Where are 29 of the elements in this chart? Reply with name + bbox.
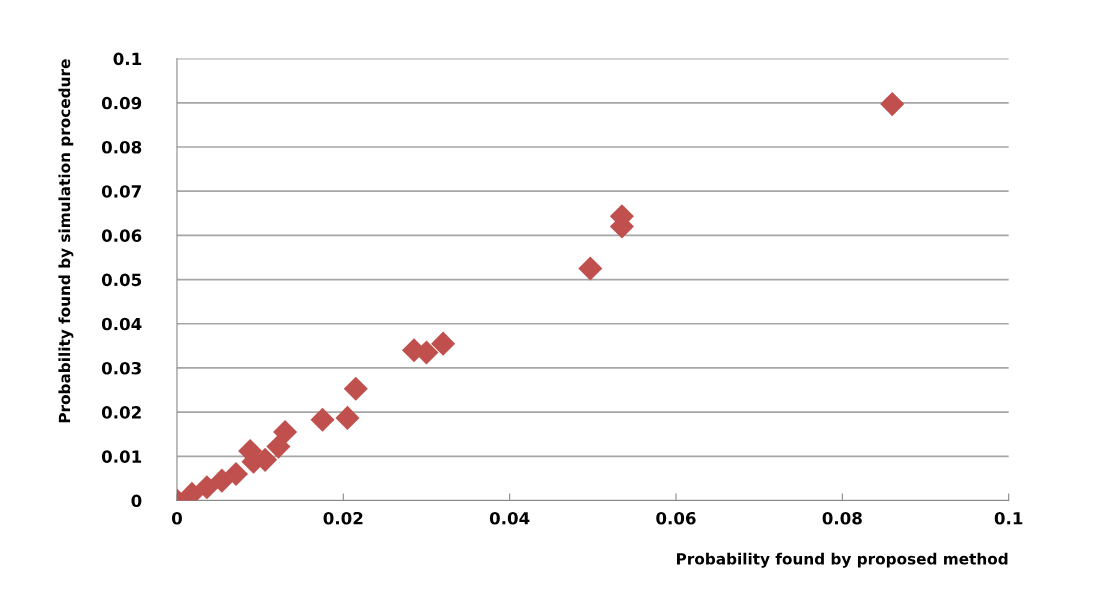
x-tick-label: 0 (171, 511, 182, 525)
point (578, 256, 603, 281)
x-axis-title: Probability found by proposed method (677, 552, 1008, 568)
y-axis-title: Probability found by simulation procedure (58, 59, 74, 423)
x-tick-label: 0.1 (994, 511, 1023, 525)
y-tick-label: 0.02 (101, 406, 141, 419)
point (223, 461, 249, 487)
point (194, 475, 219, 500)
y-tick-label: 0 (131, 494, 142, 508)
y-tick-label: 0.04 (101, 317, 142, 331)
y-tick-label: 0.08 (101, 140, 142, 154)
y-tick-label: 0.09 (101, 96, 142, 110)
x-tick-label: 0.02 (323, 511, 363, 525)
y-tick-label: 0.03 (101, 361, 141, 375)
point (310, 407, 335, 432)
x-tick-label: 0.04 (489, 511, 530, 525)
point (273, 420, 298, 445)
x-tick-label: 0.06 (656, 511, 696, 525)
y-tick-label: 0.07 (101, 185, 141, 198)
y-tick-label: 0.06 (101, 229, 142, 242)
point (335, 405, 360, 430)
y-tick-label: 0.01 (101, 450, 142, 463)
x-tick-label: 0.08 (822, 511, 862, 525)
point (880, 92, 905, 117)
point (431, 331, 456, 356)
y-tick-label: 0.1 (113, 52, 142, 66)
y-tick-label: 0.05 (101, 273, 142, 287)
point (343, 376, 368, 401)
point (266, 434, 291, 459)
